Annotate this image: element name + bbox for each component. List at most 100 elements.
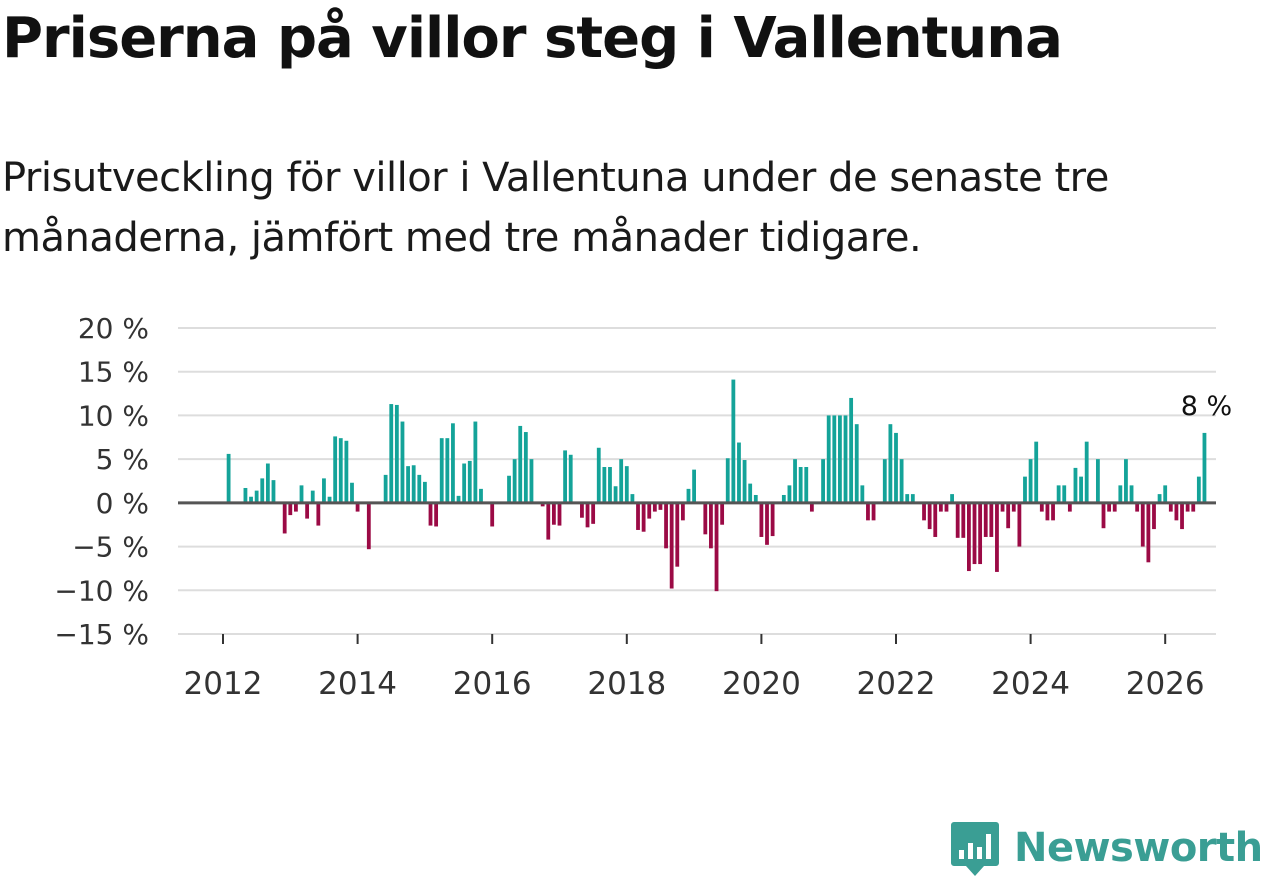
bar [523, 432, 528, 503]
bar [720, 502, 725, 525]
bar [624, 466, 629, 503]
bar [428, 502, 433, 526]
bar [417, 474, 422, 503]
bar [226, 453, 231, 503]
bar [1112, 502, 1117, 512]
bar [310, 490, 315, 503]
bar [1084, 441, 1089, 503]
bar [1023, 476, 1027, 503]
bar [910, 494, 915, 503]
bar [1168, 502, 1173, 512]
bar [821, 459, 825, 503]
bar [787, 485, 792, 503]
bar [294, 502, 298, 512]
bar [950, 494, 954, 503]
bar [568, 454, 573, 503]
brand-name: Newsworthy [1014, 825, 1262, 871]
y-tick-label: 20 % [78, 312, 149, 345]
bar [894, 432, 898, 503]
bars [226, 379, 1207, 592]
bar [809, 502, 814, 512]
bar [731, 379, 736, 503]
bar [1163, 485, 1168, 503]
bar [333, 436, 338, 503]
bar [591, 502, 596, 524]
y-tick-label: −5 % [72, 531, 149, 564]
bar [1180, 502, 1184, 530]
bar [1039, 502, 1044, 512]
bar [322, 478, 326, 503]
bar [860, 485, 865, 503]
bar [344, 440, 349, 503]
bar [602, 467, 607, 503]
x-tick-label: 2012 [184, 666, 263, 702]
bar [1118, 485, 1123, 503]
bar [748, 483, 753, 503]
bar [938, 502, 943, 512]
bar [411, 465, 416, 503]
bar [737, 442, 741, 503]
bar [479, 488, 483, 503]
bar [563, 450, 568, 503]
bar [551, 502, 556, 525]
x-tick-label: 2020 [722, 666, 801, 702]
bar [838, 415, 842, 503]
bar [557, 502, 562, 526]
bar [596, 447, 601, 503]
bar [759, 502, 764, 537]
bar [355, 502, 360, 512]
bar [305, 502, 310, 519]
bar [445, 438, 450, 503]
bar [1196, 476, 1201, 503]
bar [456, 495, 461, 503]
x-tick-label: 2026 [1126, 666, 1205, 702]
bar [467, 460, 472, 503]
bar [1000, 502, 1005, 512]
bar [832, 415, 837, 503]
bar [366, 502, 371, 550]
bar [888, 424, 893, 503]
bar [507, 475, 511, 503]
bar [439, 438, 444, 503]
bar [725, 458, 730, 503]
bar [271, 480, 276, 503]
x-tick-label: 2014 [318, 666, 397, 702]
bar [680, 502, 685, 521]
bar [1146, 502, 1151, 563]
bar [978, 502, 983, 565]
bar [1079, 476, 1083, 503]
bar [1140, 502, 1145, 547]
bar [383, 474, 388, 503]
y-tick-label: 0 % [96, 487, 149, 520]
bar [1017, 502, 1022, 547]
chart-title: Priserna på villor steg i Vallentuna [2, 6, 1063, 71]
bar [608, 467, 612, 503]
bar [1051, 502, 1055, 521]
bar [1028, 459, 1033, 503]
bar [1107, 502, 1112, 512]
bar [518, 425, 523, 503]
bar [669, 502, 674, 589]
bar [1202, 432, 1207, 503]
bar [1135, 502, 1140, 512]
bar [972, 502, 977, 565]
bar [675, 502, 680, 567]
bar [1124, 459, 1128, 503]
y-tick-label: 5 % [96, 443, 149, 476]
bar [983, 502, 988, 537]
bar [540, 502, 545, 507]
bar [580, 502, 584, 518]
bar [249, 496, 253, 503]
bar [451, 423, 455, 503]
bar [394, 404, 399, 503]
bar [933, 502, 938, 537]
x-tick-label: 2022 [857, 666, 936, 702]
bar [434, 502, 439, 527]
x-tick-label: 2018 [587, 666, 666, 702]
y-tick-label: 15 % [78, 356, 149, 389]
bar [254, 490, 259, 503]
bar [1101, 502, 1106, 529]
bar [686, 488, 691, 503]
x-axis: 2012 2014 2016 2018 2020 2022 2024 2026 [184, 634, 1205, 702]
bar [765, 502, 769, 545]
